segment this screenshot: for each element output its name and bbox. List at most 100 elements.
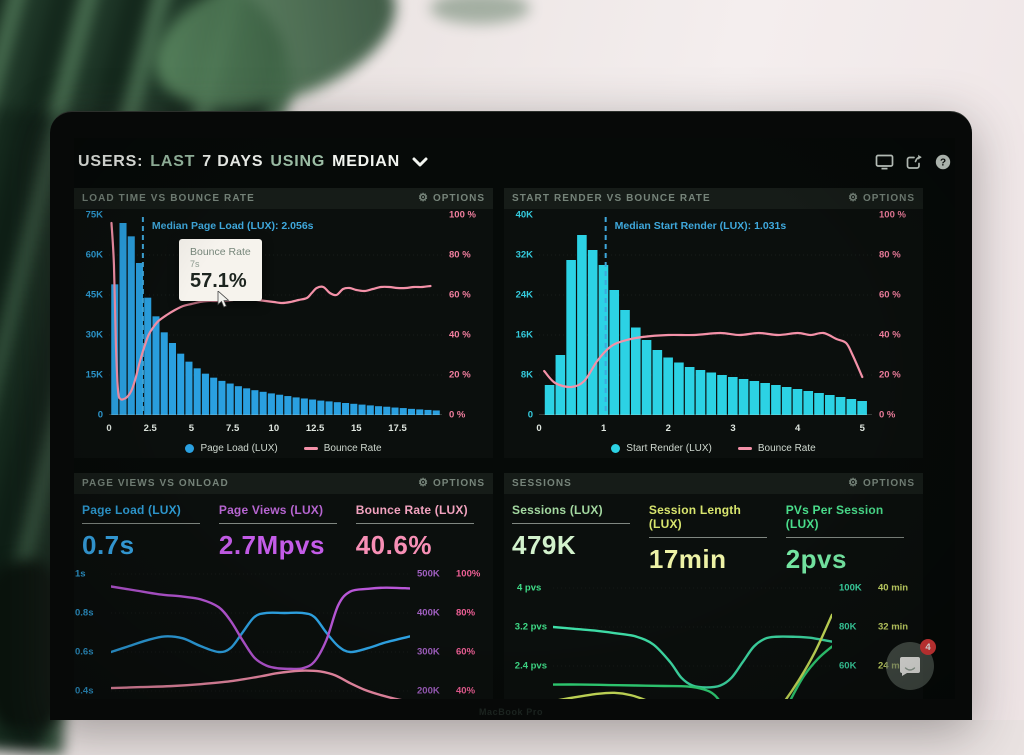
title-segment: 7 DAYS: [202, 153, 263, 171]
axis-tick: 0 %: [449, 410, 465, 421]
stat-underline: [356, 523, 474, 524]
panel-title: LOAD TIME VS BOUNCE RATE: [82, 193, 255, 204]
chart-canvas[interactable]: [553, 583, 832, 699]
axis-tick: 80 %: [449, 250, 471, 261]
stat-page-load: Page Load (LUX) 0.7s: [78, 503, 215, 561]
stat-bounce-rate: Bounce Rate (LUX) 40.6%: [352, 503, 489, 561]
median-annotation: Median Start Render (LUX): 1.031s: [615, 220, 787, 232]
chart-legend: Page Load (LUX) Bounce Rate: [79, 443, 488, 454]
panel-header: START RENDER VS BOUNCE RATE ⚙ OPTIONS: [504, 188, 923, 209]
x-axis-tick: 1: [601, 423, 606, 434]
options-button[interactable]: ⚙ OPTIONS: [848, 193, 915, 204]
tooltip-series: Bounce Rate: [190, 246, 251, 258]
options-button[interactable]: ⚙ OPTIONS: [848, 478, 915, 489]
histogram-bars: [545, 235, 867, 415]
gear-icon: ⚙: [418, 193, 429, 204]
axis-tick: 1s: [75, 569, 105, 580]
x-axis-tick: 5: [189, 423, 194, 434]
x-axis-tick: 0: [536, 423, 541, 434]
stat-session-length: Session Length (LUX) 17min: [645, 503, 782, 575]
axis-tick: 32K: [516, 250, 533, 261]
tooltip-value: 57.1%: [190, 270, 251, 293]
axis-tick: 60 %: [879, 290, 901, 301]
legend-dot: [611, 444, 620, 453]
chart-legend: Start Render (LUX) Bounce Rate: [509, 443, 918, 454]
legend-item[interactable]: Bounce Rate: [304, 443, 382, 454]
x-axis-tick: 4: [795, 423, 800, 434]
legend-label: Bounce Rate: [324, 443, 382, 454]
stat-value: 2.7Mpvs: [219, 530, 342, 561]
panel-header: SESSIONS ⚙ OPTIONS: [504, 473, 923, 494]
trend-line: [553, 647, 832, 699]
chart-canvas[interactable]: [111, 569, 410, 699]
options-button[interactable]: ⚙ OPTIONS: [418, 478, 485, 489]
x-axis-tick: 15: [351, 423, 362, 434]
stat-label: Session Length (LUX): [649, 503, 772, 531]
stat-label: Bounce Rate (LUX): [356, 503, 479, 517]
axis-tick: 75K: [86, 210, 103, 221]
chevron-down-icon: [412, 157, 428, 167]
stat-underline: [649, 537, 767, 538]
options-label: OPTIONS: [863, 193, 915, 204]
panel-sessions: SESSIONS ⚙ OPTIONS Sessions (LUX) 479K S…: [504, 473, 923, 699]
legend-item[interactable]: Start Render (LUX): [611, 443, 712, 454]
stat-value: 40.6%: [356, 530, 479, 561]
axis-tick: 20 %: [879, 370, 901, 381]
display-icon[interactable]: [875, 154, 894, 170]
notification-badge: 4: [920, 639, 936, 655]
stat-value: 17min: [649, 544, 772, 575]
legend-item[interactable]: Page Load (LUX): [185, 443, 277, 454]
svg-text:?: ?: [940, 158, 946, 169]
gear-icon: ⚙: [848, 478, 859, 489]
chat-widget-button[interactable]: 4: [886, 642, 934, 690]
title-segment: USING: [270, 153, 325, 171]
mouse-cursor: [217, 291, 231, 314]
help-icon[interactable]: ?: [935, 154, 951, 170]
tooltip-x-value: 7s: [190, 259, 251, 269]
axis-tick: 15K: [86, 370, 103, 381]
panel-title: START RENDER VS BOUNCE RATE: [512, 193, 711, 204]
chart-canvas[interactable]: [109, 215, 442, 415]
stats-row: Sessions (LUX) 479K Session Length (LUX)…: [504, 494, 923, 577]
legend-item[interactable]: Bounce Rate: [738, 443, 816, 454]
stat-underline: [786, 537, 904, 538]
axis-tick: 0.8s: [75, 608, 105, 619]
stat-page-views: Page Views (LUX) 2.7Mpvs: [215, 503, 352, 561]
axis-tick: 40 %: [449, 330, 471, 341]
trend-line: [111, 586, 410, 669]
panel-start-render-vs-bounce: START RENDER VS BOUNCE RATE ⚙ OPTIONS 4 0…: [504, 188, 923, 458]
stat-label: Page Load (LUX): [82, 503, 205, 517]
legend-line: [738, 447, 752, 450]
dashboard-screen: USERS: LAST 7 DAYS USING MEDIAN ?: [74, 138, 955, 699]
x-axis-tick: 7.5: [226, 423, 239, 434]
timeframe-dropdown[interactable]: USERS: LAST 7 DAYS USING MEDIAN: [78, 153, 428, 171]
header-toolbar: ?: [875, 154, 951, 170]
share-icon[interactable]: [906, 154, 923, 170]
y-axis-right: 100 %80 %60 %40 %20 %0 %: [872, 215, 918, 415]
x-axis-tick: 17.5: [388, 423, 407, 434]
trend-line: [553, 627, 832, 687]
axis-tick: 16K: [516, 330, 533, 341]
stats-row: Page Load (LUX) 0.7s Page Views (LUX) 2.…: [74, 494, 493, 563]
legend-label: Start Render (LUX): [626, 443, 712, 454]
options-label: OPTIONS: [863, 478, 915, 489]
x-axis-tick: 0: [106, 423, 111, 434]
axis-tick: 100 %: [449, 210, 476, 221]
title-segment: USERS:: [78, 153, 143, 171]
chat-bubble-icon: [897, 653, 923, 679]
axis-tick: 3.2 pvs: [515, 622, 547, 633]
axis-tick: 30K: [86, 330, 103, 341]
axis-tick: 0: [528, 410, 533, 421]
options-button[interactable]: ⚙ OPTIONS: [418, 193, 485, 204]
bezel-logo-text: MacBook Pro: [50, 707, 972, 717]
median-annotation: Median Page Load (LUX): 2.056s: [152, 220, 314, 232]
axis-tick: 8K: [521, 370, 533, 381]
axis-tick: 80 %: [879, 250, 901, 261]
chart-canvas[interactable]: [539, 215, 872, 415]
title-segment: LAST: [150, 153, 195, 171]
